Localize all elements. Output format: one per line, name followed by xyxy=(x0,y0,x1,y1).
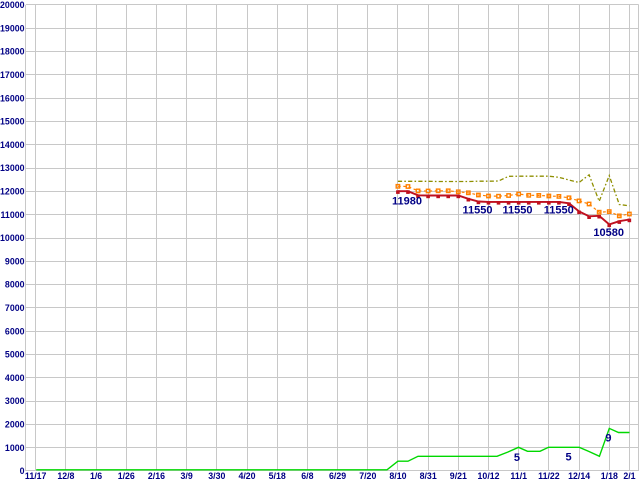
svg-text:11550: 11550 xyxy=(503,204,533,216)
svg-text:8/31: 8/31 xyxy=(420,471,437,480)
svg-text:1000: 1000 xyxy=(5,443,25,453)
svg-text:11/1: 11/1 xyxy=(510,471,527,480)
svg-text:6000: 6000 xyxy=(5,326,25,336)
svg-text:11550: 11550 xyxy=(463,204,493,216)
svg-text:5/18: 5/18 xyxy=(269,471,286,480)
svg-text:10580: 10580 xyxy=(593,227,624,239)
svg-text:9/21: 9/21 xyxy=(450,471,467,480)
svg-text:2000: 2000 xyxy=(5,420,25,430)
svg-text:6/29: 6/29 xyxy=(329,471,346,480)
svg-text:7000: 7000 xyxy=(5,303,25,313)
svg-text:8/10: 8/10 xyxy=(389,471,406,480)
svg-text:12/8: 12/8 xyxy=(57,471,74,480)
svg-text:12000: 12000 xyxy=(0,187,25,197)
svg-text:13000: 13000 xyxy=(0,163,25,173)
svg-text:9000: 9000 xyxy=(5,256,25,266)
svg-text:14000: 14000 xyxy=(0,140,25,150)
svg-text:3/9: 3/9 xyxy=(181,471,193,480)
svg-text:11980: 11980 xyxy=(392,195,422,207)
svg-text:1/26: 1/26 xyxy=(118,471,135,480)
svg-text:15000: 15000 xyxy=(0,117,25,127)
svg-text:11550: 11550 xyxy=(544,204,574,216)
svg-text:2/1: 2/1 xyxy=(623,471,635,480)
svg-text:5000: 5000 xyxy=(5,350,25,360)
svg-text:17000: 17000 xyxy=(0,70,25,80)
svg-text:8000: 8000 xyxy=(5,280,25,290)
svg-text:3000: 3000 xyxy=(5,396,25,406)
svg-text:2/16: 2/16 xyxy=(148,471,165,480)
svg-text:1/18: 1/18 xyxy=(601,471,618,480)
svg-text:11/17: 11/17 xyxy=(25,471,47,480)
svg-text:18000: 18000 xyxy=(0,47,25,57)
svg-text:11/22: 11/22 xyxy=(538,471,560,480)
svg-text:4/20: 4/20 xyxy=(238,471,255,480)
svg-text:19000: 19000 xyxy=(0,23,25,33)
svg-text:20000: 20000 xyxy=(0,0,25,10)
svg-text:0: 0 xyxy=(20,466,25,476)
svg-text:10000: 10000 xyxy=(0,233,25,243)
svg-text:11000: 11000 xyxy=(1,210,25,220)
svg-text:10/12: 10/12 xyxy=(478,471,500,480)
svg-text:4000: 4000 xyxy=(5,373,25,383)
svg-text:5: 5 xyxy=(514,452,520,464)
svg-text:1/6: 1/6 xyxy=(90,471,102,480)
svg-text:5: 5 xyxy=(566,452,572,464)
svg-text:7/20: 7/20 xyxy=(359,471,376,480)
svg-text:16000: 16000 xyxy=(0,93,25,103)
svg-text:12/14: 12/14 xyxy=(568,471,590,480)
svg-text:9: 9 xyxy=(605,433,611,445)
svg-text:3/30: 3/30 xyxy=(208,471,225,480)
svg-text:6/8: 6/8 xyxy=(301,471,313,480)
